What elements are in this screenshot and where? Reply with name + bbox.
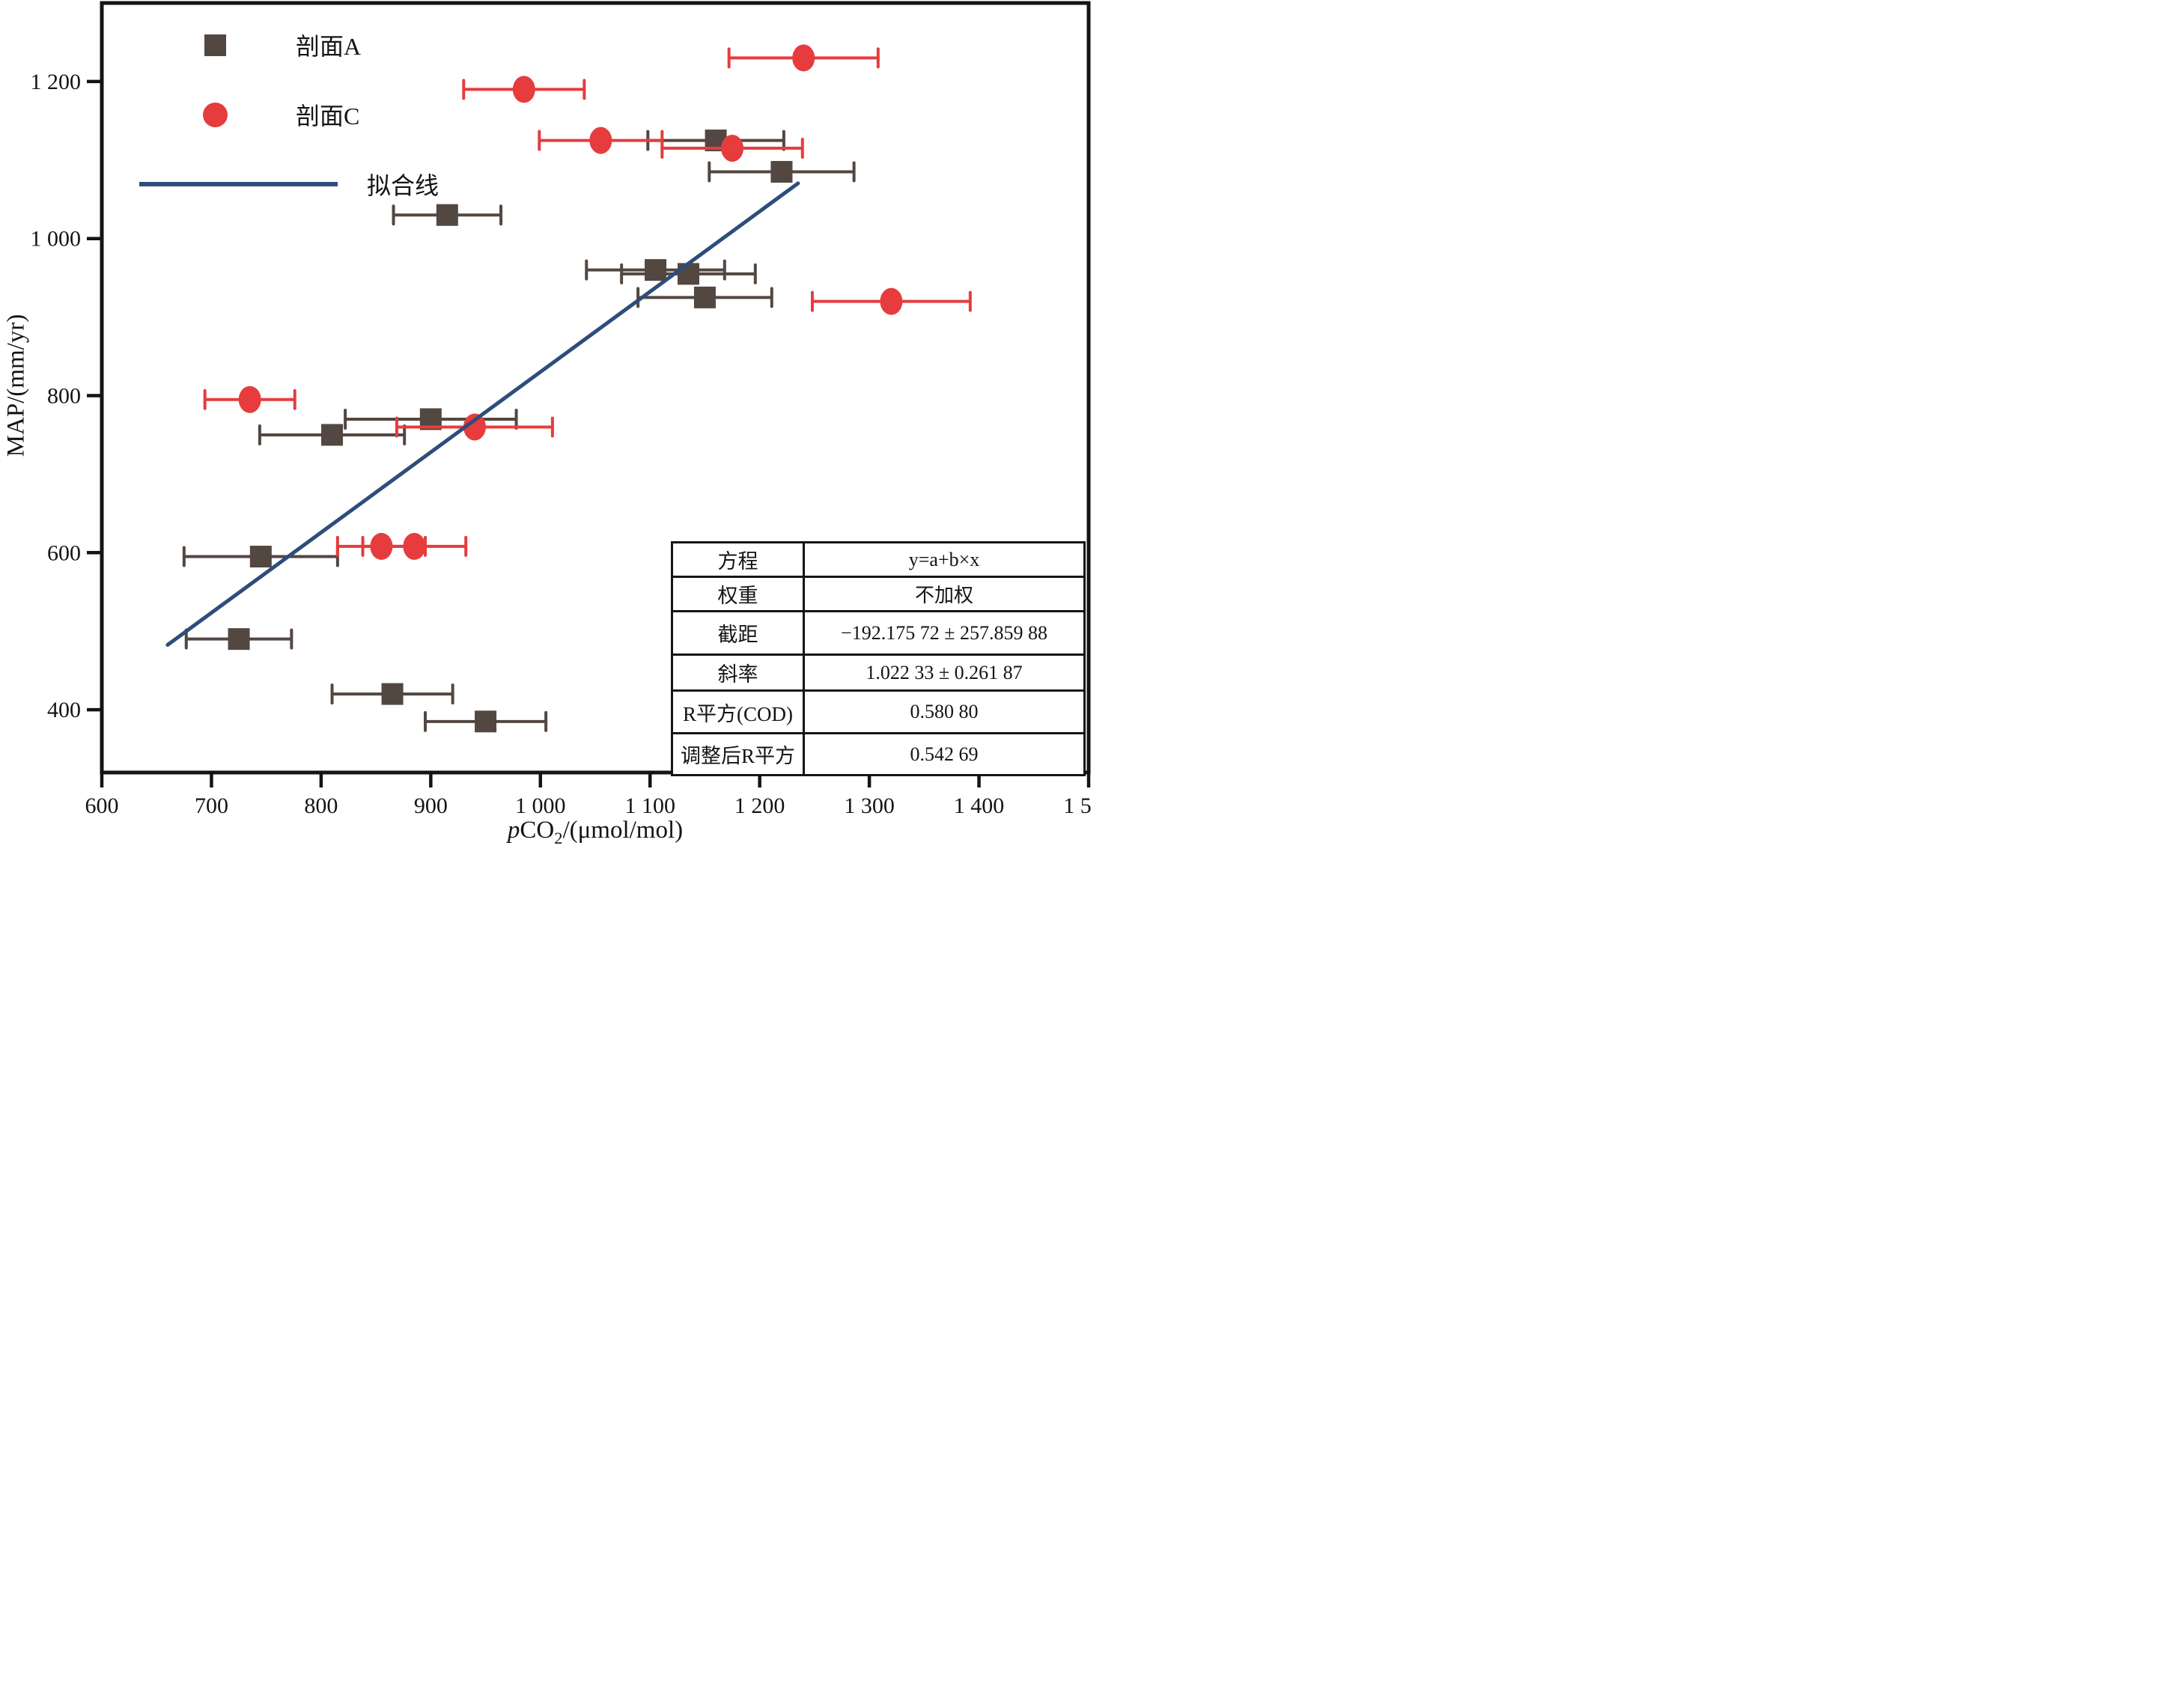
data-point-circle <box>589 127 612 154</box>
x-tick-label: 1 300 <box>844 793 895 818</box>
stats-row-r-squared: R平方(COD) 0.580 80 <box>673 689 1083 732</box>
x-tick-label: 1 400 <box>954 793 1005 818</box>
legend: 剖面A 剖面C 拟合线 <box>135 22 439 231</box>
circle-marker-icon <box>135 102 296 127</box>
stats-row-weight: 权重 不加权 <box>673 576 1083 610</box>
data-point-square <box>321 424 344 446</box>
stats-value: y=a+b×x <box>908 548 980 570</box>
y-tick-label: 1 000 <box>31 227 82 252</box>
data-point-circle <box>403 532 426 560</box>
data-point-square <box>228 628 250 651</box>
x-tick-label: 1 000 <box>515 793 566 818</box>
y-tick-label: 1 200 <box>31 70 82 94</box>
stats-label: R平方(COD) <box>673 692 805 732</box>
stats-label: 截距 <box>673 612 805 653</box>
stats-label: 调整后R平方 <box>673 734 805 774</box>
y-tick-label: 800 <box>47 383 81 408</box>
legend-label: 剖面A <box>296 33 362 60</box>
x-tick-label: 600 <box>85 793 119 818</box>
x-tick-label: 1 100 <box>624 793 675 818</box>
x-tick-label: 900 <box>414 793 448 818</box>
scatter-plot: 600 700 800 900 1 000 1 100 1 200 1 300 1 400 1 5… <box>31 1 1092 818</box>
x-axis-title-italic-p: p <box>507 817 520 844</box>
stats-value: 0.542 69 <box>910 743 979 765</box>
data-point-circle <box>512 76 535 103</box>
data-point-circle <box>463 413 486 441</box>
stats-row-slope: 斜率 1.022 33 ± 0.261 87 <box>673 653 1083 689</box>
y-axis-title: MAP/(mm/yr) <box>2 314 30 457</box>
x-axis-title-unit: /(μmol/mol) <box>562 817 684 844</box>
data-point-square <box>249 546 272 568</box>
stats-row-adj-r-squared: 调整后R平方 0.542 69 <box>673 732 1083 774</box>
stats-label: 斜率 <box>673 656 805 689</box>
data-point-square <box>677 263 699 285</box>
x-axis-title: pCO2/(μmol/mol) <box>508 817 683 848</box>
stats-label: 权重 <box>673 578 805 610</box>
legend-item-profile-c: 剖面C <box>135 92 439 137</box>
data-point-circle <box>880 287 903 315</box>
stats-value: 1.022 33 ± 0.261 87 <box>866 661 1023 683</box>
stats-value: 不加权 <box>914 585 973 606</box>
data-point-square <box>475 710 497 733</box>
x-axis-title-subscript: 2 <box>554 828 563 847</box>
y-tick-label: 400 <box>47 698 81 722</box>
x-axis-title-base: CO <box>520 817 555 844</box>
legend-item-fit-line: 拟合线 <box>135 162 439 207</box>
data-point-square <box>770 161 793 183</box>
data-point-square <box>436 204 458 226</box>
data-point-square <box>693 286 716 308</box>
x-tick-label: 800 <box>304 793 338 818</box>
stats-row-equation: 方程 y=a+b×x <box>673 543 1083 576</box>
data-point-square <box>381 683 404 705</box>
fit-line-icon <box>135 182 338 186</box>
plot-frame <box>100 1 1091 775</box>
data-point-circle <box>792 44 815 72</box>
data-point-square <box>645 259 667 281</box>
fit-line <box>165 181 800 647</box>
y-tick-label: 600 <box>47 540 81 565</box>
legend-item-profile-a: 剖面A <box>135 22 439 67</box>
data-point-circle <box>238 386 261 413</box>
x-tick-label: 700 <box>195 793 228 818</box>
legend-label: 拟合线 <box>367 172 439 199</box>
x-tick-label: 1 200 <box>734 793 785 818</box>
stats-label: 方程 <box>673 543 805 576</box>
legend-label: 剖面C <box>296 103 360 130</box>
figure: 600 700 800 900 1 000 1 100 1 200 1 300 1 400 1 5… <box>0 0 1092 848</box>
stats-value: −192.175 72 ± 257.859 88 <box>841 621 1047 644</box>
regression-stats-table: 方程 y=a+b×x 权重 不加权 截距 −192.175 72 ± 257.8… <box>671 541 1086 776</box>
x-tick-label: 1 500 <box>1063 793 1092 818</box>
stats-row-intercept: 截距 −192.175 72 ± 257.859 88 <box>673 610 1083 653</box>
square-marker-icon <box>135 34 296 56</box>
data-point-circle <box>721 135 744 162</box>
stats-value: 0.580 80 <box>910 701 979 722</box>
